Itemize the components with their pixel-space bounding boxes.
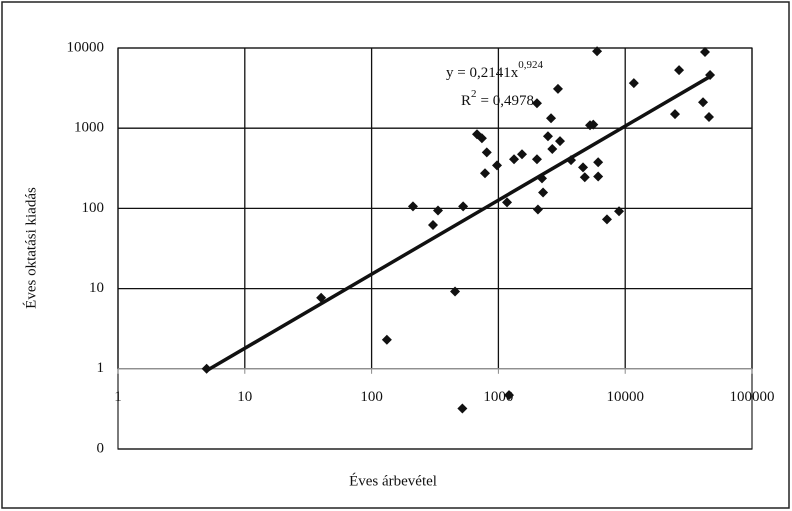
data-point <box>481 147 492 158</box>
data-point <box>593 171 604 182</box>
r-squared-exponent: 2 <box>471 88 477 100</box>
data-point <box>407 201 418 212</box>
data-point <box>552 83 563 94</box>
data-point <box>316 292 327 303</box>
trendline-equation: y = 0,2141x0,924 <box>446 59 543 82</box>
x-tick-label: 100 <box>360 389 383 405</box>
data-point <box>538 187 549 198</box>
x-tick-label: 1 <box>114 389 122 405</box>
trendline <box>205 74 712 373</box>
data-point <box>502 197 513 208</box>
data-point <box>592 46 603 57</box>
data-point <box>578 162 589 173</box>
data-point <box>458 201 469 212</box>
data-point <box>492 160 503 171</box>
data-point <box>381 334 392 345</box>
data-point <box>450 286 461 297</box>
data-point <box>531 154 542 165</box>
data-point <box>476 133 487 144</box>
data-point <box>579 172 590 183</box>
y-axis-label: Éves oktatási kiadás <box>22 187 39 309</box>
data-point <box>614 206 625 217</box>
data-point <box>703 111 714 122</box>
y-tick-label: 10 <box>89 280 104 296</box>
r-squared-value: = 0,4978 <box>481 93 534 109</box>
data-point <box>479 168 490 179</box>
r-squared-base: R <box>461 93 471 109</box>
y-tick-label: 1000 <box>74 120 104 136</box>
data-point <box>593 157 604 168</box>
y-tick-label: 10000 <box>67 39 105 55</box>
equation-text: y = 0,2141x <box>446 65 519 81</box>
data-point <box>669 109 680 120</box>
data-point <box>542 131 553 142</box>
data-point <box>628 78 639 89</box>
data-point <box>531 98 542 109</box>
x-tick-label: 10 <box>237 389 252 405</box>
y-tick-label: 0 <box>97 440 105 456</box>
r-squared: R2 = 0,4978 <box>461 88 534 110</box>
x-tick-label: 100000 <box>730 389 775 405</box>
data-point <box>509 154 520 165</box>
data-point <box>700 47 711 58</box>
data-point <box>428 220 439 231</box>
data-point <box>601 214 612 225</box>
data-point <box>503 390 514 401</box>
data-point <box>516 149 527 160</box>
data-point <box>546 113 557 124</box>
data-point <box>532 204 543 215</box>
x-axis-label: Éves árbevétel <box>349 472 437 489</box>
data-point <box>433 205 444 216</box>
data-point <box>674 65 685 76</box>
data-point <box>588 119 599 130</box>
y-tick-label: 1 <box>97 360 105 376</box>
data-point <box>698 97 709 108</box>
data-point <box>457 403 468 414</box>
equation-exponent: 0,924 <box>518 59 543 71</box>
y-tick-label: 100 <box>82 200 105 216</box>
data-point <box>547 144 558 155</box>
data-point <box>554 136 565 147</box>
x-tick-label: 10000 <box>606 389 644 405</box>
